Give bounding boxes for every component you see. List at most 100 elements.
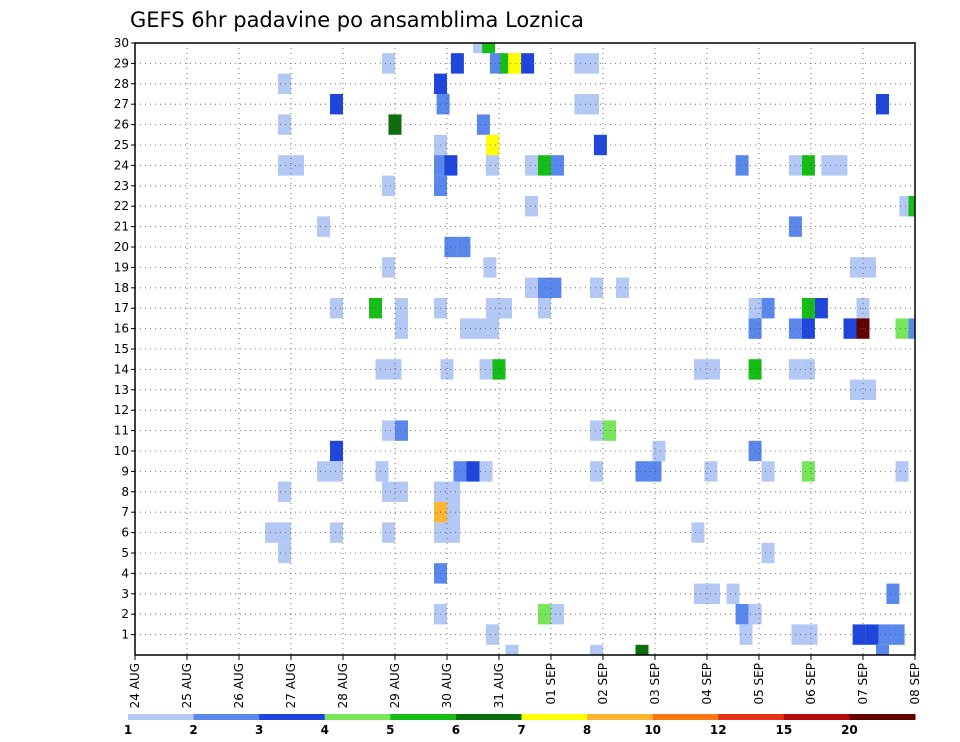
y-tick-label: 4 bbox=[121, 566, 129, 580]
cell-28 bbox=[525, 155, 538, 176]
colorbar-swatch-4 bbox=[324, 714, 391, 720]
cell-24 bbox=[291, 155, 304, 176]
cell-123 bbox=[278, 542, 291, 564]
colorbar-label: 5 bbox=[386, 723, 394, 737]
cell-34 bbox=[821, 155, 835, 176]
y-tick-label: 20 bbox=[114, 240, 129, 254]
y-axis: 1234567891011121314151617181920212223242… bbox=[114, 36, 135, 642]
cell-69 bbox=[486, 318, 499, 339]
cell-142 bbox=[891, 624, 905, 645]
x-tick-label: 08 SEP bbox=[908, 663, 922, 705]
x-tick-label: 28 AUG bbox=[336, 663, 350, 708]
cell-132 bbox=[551, 604, 564, 625]
y-tick-label: 28 bbox=[114, 77, 129, 91]
cell-12 bbox=[330, 94, 343, 115]
x-tick-label: 07 SEP bbox=[856, 663, 870, 705]
cell-21 bbox=[486, 134, 499, 156]
cell-88 bbox=[863, 379, 876, 400]
colorbar-label: 1 bbox=[124, 723, 132, 737]
cell-58 bbox=[486, 298, 499, 319]
cell-127 bbox=[707, 583, 720, 604]
cell-0 bbox=[473, 43, 486, 54]
cell-47 bbox=[850, 257, 863, 278]
cell-146 bbox=[876, 644, 889, 655]
colorbar-label: 2 bbox=[189, 723, 197, 737]
y-tick-label: 19 bbox=[114, 260, 129, 274]
cell-124 bbox=[761, 542, 775, 564]
cell-135 bbox=[486, 624, 499, 645]
cell-87 bbox=[850, 379, 863, 400]
x-tick-label: 04 SEP bbox=[700, 663, 714, 705]
colorbar-swatch-10 bbox=[718, 714, 785, 720]
cell-31 bbox=[735, 155, 749, 176]
cell-100 bbox=[466, 461, 480, 482]
cell-62 bbox=[761, 298, 775, 319]
colorbar-swatch-3 bbox=[259, 714, 326, 720]
cell-9 bbox=[586, 53, 600, 74]
cell-91 bbox=[590, 420, 603, 441]
cell-53 bbox=[616, 277, 629, 298]
cell-110 bbox=[382, 481, 395, 502]
x-tick-label: 02 SEP bbox=[596, 663, 610, 705]
cell-86 bbox=[801, 359, 815, 380]
cell-1 bbox=[482, 43, 496, 54]
colorbar-label: 15 bbox=[775, 723, 792, 737]
y-tick-label: 26 bbox=[114, 118, 129, 132]
y-tick-label: 9 bbox=[121, 464, 129, 478]
cell-2 bbox=[382, 53, 395, 74]
cell-117 bbox=[278, 522, 291, 543]
cell-75 bbox=[895, 318, 909, 339]
cell-83 bbox=[707, 359, 720, 380]
cell-72 bbox=[801, 318, 815, 339]
cell-98 bbox=[375, 461, 389, 482]
colorbar-swatch-2 bbox=[193, 714, 260, 720]
cell-113 bbox=[447, 481, 460, 502]
y-tick-label: 14 bbox=[114, 362, 129, 376]
y-tick-label: 17 bbox=[114, 301, 129, 315]
y-tick-label: 11 bbox=[114, 424, 129, 438]
y-tick-label: 8 bbox=[121, 485, 129, 499]
y-tick-label: 13 bbox=[114, 383, 129, 397]
x-tick-label: 31 AUG bbox=[492, 663, 506, 708]
cell-63 bbox=[801, 298, 815, 319]
cell-27 bbox=[486, 155, 499, 176]
colorbar-label: 20 bbox=[841, 723, 858, 737]
y-tick-label: 12 bbox=[114, 403, 129, 417]
cell-51 bbox=[548, 277, 562, 298]
cell-81 bbox=[492, 359, 506, 380]
cell-129 bbox=[886, 583, 900, 604]
cell-133 bbox=[735, 604, 749, 625]
y-tick-label: 25 bbox=[114, 138, 129, 152]
colorbar-label: 4 bbox=[321, 723, 329, 737]
cell-68 bbox=[473, 318, 486, 339]
colorbar-label: 10 bbox=[644, 723, 661, 737]
cell-139 bbox=[852, 624, 866, 645]
cell-40 bbox=[908, 196, 915, 217]
cell-16 bbox=[876, 94, 889, 115]
cell-13 bbox=[436, 94, 450, 115]
cell-115 bbox=[447, 502, 460, 523]
cell-49 bbox=[525, 277, 538, 298]
cell-50 bbox=[538, 277, 551, 298]
colorbar-label: 12 bbox=[710, 723, 727, 737]
cell-45 bbox=[382, 257, 395, 278]
cell-52 bbox=[590, 277, 603, 298]
grid-lines bbox=[135, 43, 915, 655]
colorbar-swatch-6 bbox=[455, 714, 522, 720]
cell-144 bbox=[590, 644, 603, 655]
cell-23 bbox=[278, 155, 291, 176]
x-tick-label: 30 AUG bbox=[440, 663, 454, 708]
x-tick-label: 03 SEP bbox=[648, 663, 662, 705]
cell-41 bbox=[317, 216, 330, 237]
cell-64 bbox=[814, 298, 828, 319]
y-tick-label: 10 bbox=[114, 444, 129, 458]
x-tick-label: 26 AUG bbox=[232, 663, 246, 708]
colorbar-label: 7 bbox=[517, 723, 525, 737]
colorbar-label: 3 bbox=[255, 723, 263, 737]
colorbar-label: 8 bbox=[583, 723, 591, 737]
y-tick-label: 29 bbox=[114, 56, 129, 70]
x-tick-label: 24 AUG bbox=[128, 663, 142, 708]
cell-10 bbox=[278, 73, 291, 94]
cell-108 bbox=[895, 461, 909, 482]
x-axis: 24 AUG 25 AUG 26 AUG 27 AUG 28 AUG 29 AUG 30 A… bbox=[128, 655, 922, 708]
